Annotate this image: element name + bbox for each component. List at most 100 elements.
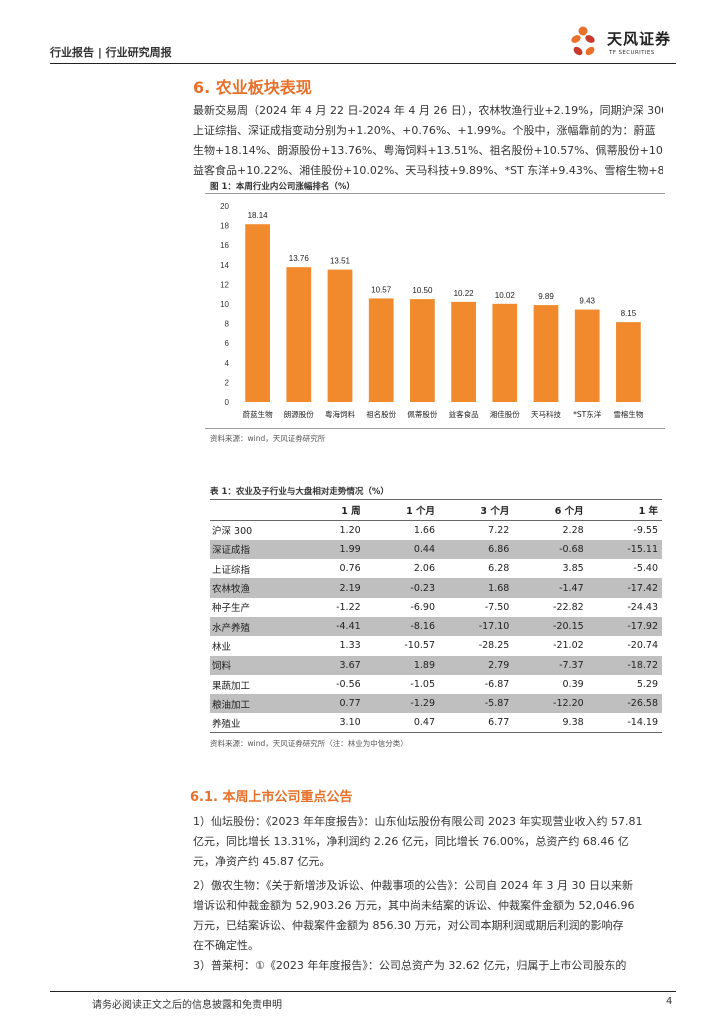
intro-line: 生物+18.14%、朗源股份+13.76%、粤海饲料+13.51%、祖名股份+1… (193, 144, 663, 157)
table-row-label: 粮油加工 (210, 694, 291, 714)
bar (245, 224, 270, 402)
bar-value-label: 9.89 (538, 292, 554, 301)
bar-value-label: 10.22 (454, 289, 475, 298)
table-cell: 0.77 (290, 694, 365, 714)
table-cell: 7.22 (488, 524, 510, 536)
table-cell: 1.20 (339, 524, 361, 536)
x-category-label: 朗源股份 (284, 409, 314, 419)
report-header-title: 行业报告 | 行业研究周报 (50, 46, 172, 59)
announcement-line: 增诉讼和仲裁金额为 52,903.26 万元，其中尚未结案的诉讼、仲裁案件金额为… (193, 899, 635, 912)
announcement-1: 1）仙坛股份：《2023 年年度报告》：山东仙坛股份有限公司 2023 年实现营… (193, 812, 663, 872)
table-row: 饲料 3.67 1.89 2.79 -7.37 -18.72 (210, 655, 662, 675)
y-tick-label: 20 (220, 202, 229, 211)
y-tick-label: 6 (225, 339, 230, 348)
table-body: 沪深 300 1.20 1.66 7.22 2.28 -9.55 深证成指 1.99 0.44 6… (210, 521, 662, 734)
bar-value-label: 10.50 (412, 286, 433, 295)
table-header-cell: 6 个月 (513, 499, 588, 521)
table-cell: -21.02 (553, 640, 584, 652)
announcement-3: 3）普莱柯：①《2023 年年度报告》：公司总资产为 32.62 亿元，归属于上… (193, 956, 663, 976)
table-cell: -28.25 (478, 640, 510, 652)
table-source: 资料来源：wind，天风证券研究所（注：林业为中信分类） (210, 739, 408, 748)
table-row: 果蔬加工 -0.56 -1.05 -6.87 0.39 5.29 (210, 675, 662, 694)
figure-caption: 图 1：本周行业内公司涨幅排名（%） (210, 182, 355, 192)
footer-disclaimer: 请务必阅读正文之后的信息披露和免责申明 (92, 1000, 282, 1011)
subsection-title: 6.1. 本周上市公司重点公告 (190, 790, 353, 805)
table-cell: 0.44 (364, 539, 439, 560)
x-category-label: *ST东洋 (573, 409, 602, 419)
y-tick-label: 2 (225, 378, 230, 387)
table-cell: -5.40 (633, 563, 658, 575)
table-cell: 1.68 (439, 578, 514, 598)
bar (533, 305, 559, 402)
x-category-label: 益客食品 (449, 409, 479, 419)
table-row-label: 种子生产 (212, 603, 251, 615)
table-cell: 1.33 (339, 640, 361, 652)
table-cell: 3.85 (562, 563, 584, 575)
x-category-label: 天马科技 (531, 409, 561, 419)
intro-line: 最新交易周（2024 年 4 月 22 日-2024 年 4 月 26 日），农… (193, 104, 663, 117)
bar-chart: 0 2 4 6 8 10 12 14 16 18 20 18.14 蔚蓝生物 13.76 朗源股份 13.51… (205, 194, 665, 428)
table-cell: -0.56 (336, 679, 361, 691)
bar (410, 299, 435, 402)
table-cell: -20.74 (627, 640, 658, 652)
announcement-line: 亿元，同比增长 13.31%，净利润约 2.26 亿元，同比增长 76.00%，… (193, 835, 629, 848)
table-cell: 3.10 (290, 713, 365, 734)
announcement-line: 在不确定性。 (193, 939, 259, 952)
table-cell: -12.20 (513, 694, 588, 714)
bar-value-label: 13.76 (289, 254, 310, 263)
table-row-label: 上证综指 (212, 564, 251, 576)
table-cell: -1.29 (364, 694, 439, 714)
announcement-line: 1）仙坛股份：《2023 年年度报告》：山东仙坛股份有限公司 2023 年实现营… (193, 815, 643, 828)
table-header-cell: 1 周 (290, 499, 365, 521)
figure-top-rule (205, 193, 665, 194)
x-category-label: 湘佳股份 (490, 409, 520, 419)
table-cell: 3.67 (290, 655, 365, 675)
table-cell: 0.76 (339, 563, 361, 575)
bar (327, 269, 353, 402)
table-cell: -14.19 (587, 713, 662, 734)
announcement-line: 万元，已结案诉讼、仲裁案件金额为 856.30 万元，对公司本期利润或期后利润的… (193, 919, 624, 932)
table-row: 水产养殖 -4.41 -8.16 -17.10 -20.15 -17.92 (210, 616, 662, 637)
bar (574, 309, 600, 402)
bar-chart-svg: 0 2 4 6 8 10 12 14 16 18 20 18.14 蔚蓝生物 13.76 朗源股份 13.51… (220, 202, 644, 419)
table-cell: 6.86 (439, 539, 514, 560)
table-cell: -0.68 (513, 539, 588, 560)
table-cell: 6.77 (439, 713, 514, 734)
x-category-label: 佩蒂股份 (407, 409, 437, 419)
table-cell: 1.99 (290, 539, 365, 560)
table-cell: 2.28 (562, 524, 584, 536)
intro-line: 上证综指、深证成指变动分别为+1.20%、+0.76%、+1.99%。个股中，涨… (193, 124, 656, 137)
section-title: 6. 农业板块表现 (193, 78, 312, 97)
table-cell: -26.58 (587, 694, 662, 714)
announcement-2: 2）傲农生物：《关于新增涉及诉讼、仲裁事项的公告》：公司自 2024 年 3 月… (193, 876, 663, 956)
y-tick-label: 12 (220, 280, 229, 289)
bar-value-label: 8.15 (621, 309, 637, 318)
table-cell: -7.50 (484, 601, 510, 613)
table-row: 农林牧渔 2.19 -0.23 1.68 -1.47 -17.42 (210, 578, 662, 598)
y-tick-label: 16 (220, 241, 229, 250)
table-cell: -8.16 (364, 616, 439, 637)
table-cell: -17.92 (587, 616, 662, 637)
footer-divider (50, 991, 676, 992)
table-header-cell (210, 499, 291, 521)
x-category-label: 祖名股份 (366, 409, 396, 419)
table-caption: 表 1：农业及子行业与大盘相对走势情况（%） (210, 487, 389, 497)
table-cell: -18.72 (587, 655, 662, 675)
bar-value-label: 18.14 (248, 211, 269, 220)
table-row: 深证成指 1.99 0.44 6.86 -0.68 -15.11 (210, 539, 662, 560)
table-cell: -7.37 (513, 655, 588, 675)
table-header-cell: 1 个月 (364, 499, 439, 521)
table-header-cell: 1 年 (587, 499, 662, 521)
table-row-label: 水产养殖 (210, 616, 291, 637)
table-row: 种子生产 -1.22 -6.90 -7.50 -22.82 -24.43 (210, 598, 662, 617)
table-cell: -24.43 (627, 601, 658, 613)
y-tick-label: 0 (225, 398, 230, 407)
intro-line: 益客食品+10.22%、湘佳股份+10.02%、天马科技+9.89%、*ST 东… (193, 164, 663, 177)
page-number: 4 (666, 996, 673, 1007)
table-cell: -20.15 (513, 616, 588, 637)
table-cell: -17.10 (439, 616, 514, 637)
bar (286, 267, 312, 402)
bar (492, 303, 518, 402)
table-row-label: 沪深 300 (212, 526, 253, 538)
